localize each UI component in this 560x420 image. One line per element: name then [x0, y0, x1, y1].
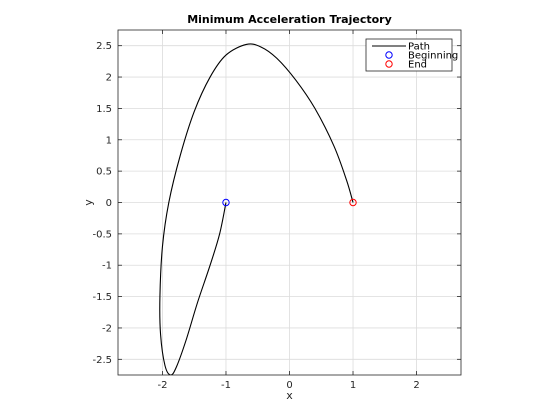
- marker-beginning: [222, 198, 230, 207]
- chart-title: Minimum Acceleration Trajectory: [187, 13, 392, 26]
- x-tick-label: -1: [221, 380, 231, 391]
- y-tick-label: -2: [102, 323, 112, 334]
- legend-label-beginning: Beginning: [408, 51, 458, 62]
- y-tick-label: 1: [106, 135, 112, 146]
- series-layer: [159, 43, 357, 375]
- y-tick-label: 0: [106, 198, 112, 209]
- x-tick-label: 1: [350, 380, 356, 391]
- x-tick-label: 0: [286, 380, 292, 391]
- y-tick-label: -0.5: [92, 229, 112, 240]
- ticks: -2 -1 0 1 2 -2.5 -2 -1.5 -1 -0.5 0 0.5 1 1.5 2 2.5: [92, 30, 461, 391]
- y-tick-label: -2.5: [92, 355, 112, 366]
- legend-swatch-end: [385, 60, 393, 68]
- series-line-path: [159, 43, 354, 375]
- y-tick-label: -1: [102, 261, 112, 272]
- legend-label-end: End: [408, 60, 427, 71]
- legend-box: [365, 38, 453, 72]
- y-tick-label: 2.5: [96, 41, 112, 52]
- x-axis-label: x: [286, 389, 293, 402]
- y-axis-label: y: [82, 199, 95, 206]
- x-tick-label: -2: [157, 380, 167, 391]
- y-tick-label: 2: [106, 73, 112, 84]
- legend-label-path: Path: [408, 42, 430, 53]
- x-tick-label: 2: [413, 380, 419, 391]
- y-tick-label: -1.5: [92, 292, 112, 303]
- marker-end: [349, 198, 357, 207]
- y-tick-label: 1.5: [96, 104, 112, 115]
- y-tick-label: 0.5: [96, 167, 112, 178]
- legend-swatch-beginning: [385, 51, 393, 59]
